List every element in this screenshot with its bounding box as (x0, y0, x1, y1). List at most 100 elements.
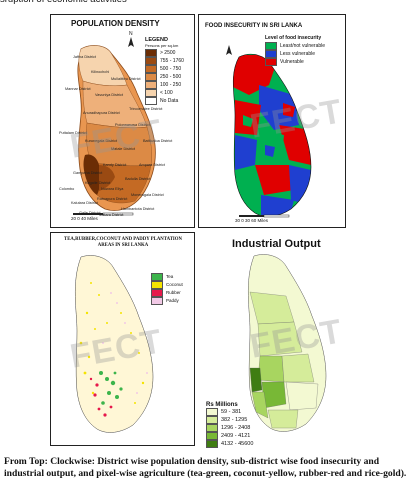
industrial-legend-swatch (206, 416, 218, 424)
plantation-coconut-dots (79, 282, 148, 404)
district-label: Hambantota District (121, 207, 155, 211)
population-legend-label: 755 - 1760 (160, 58, 184, 64)
industrial-map-svg (247, 254, 327, 432)
food-legend-label: Vulnerable (280, 59, 304, 65)
district-label: Trincomalee District (129, 107, 163, 111)
population-legend-label: > 2500 (160, 50, 176, 56)
district-label: Moneragala District (131, 193, 164, 197)
population-legend-swatch (145, 49, 157, 57)
population-legend-item: 250 - 500 (145, 73, 191, 81)
industrial-legend-item: 4132 - 45600 (206, 440, 276, 448)
industrial-legend-swatch (206, 424, 218, 432)
population-legend-item: 500 - 750 (145, 65, 191, 73)
industrial-legend: Rs Millions 59 - 381 382 - 1295 1296 - 240… (206, 402, 276, 448)
industrial-legend-title: Rs Millions (206, 402, 238, 408)
district-label: Batticaloa District (143, 139, 173, 143)
food-legend-title: Level of food insecurity (265, 35, 322, 41)
industrial-legend-label: 59 - 381 (221, 409, 242, 415)
food-legend-swatch (265, 42, 277, 50)
plantation-legend-label: Tea (166, 274, 174, 279)
population-legend-item: No Data (145, 97, 191, 105)
industrial-legend-label: 1296 - 2408 (221, 425, 251, 431)
district-label: Jaffna District (73, 55, 96, 59)
population-density-map: POPULATION DENSITY N Jaffna District Kili… (50, 14, 195, 228)
industrial-legend-label: 4132 - 45600 (221, 441, 254, 447)
population-map-title: POPULATION DENSITY (71, 19, 160, 28)
industrial-legend-swatch (206, 440, 218, 448)
industrial-map-title: Industrial Output (232, 238, 321, 250)
top-clipped-text: sruption of economic activities (0, 0, 416, 8)
population-legend-swatch (145, 89, 157, 97)
food-legend-label: Less vulnerable (280, 51, 316, 57)
plantation-legend-item: Coconut (151, 281, 193, 289)
population-map-svg: N (73, 31, 156, 216)
plantation-legend-item: Paddy (151, 297, 193, 305)
population-legend-swatch (145, 57, 157, 65)
food-legend-swatch (265, 58, 277, 66)
district-label: Mannar District (65, 87, 91, 91)
plantation-map-title: TEA,RUBBER,COCONUT AND PADDY PLANTATION … (64, 237, 182, 248)
district-label: Kilinochchi (91, 70, 110, 74)
plantation-legend: Tea Coconut Rubber Paddy (151, 273, 193, 305)
industrial-legend-item: 2409 - 4121 (206, 432, 276, 440)
industrial-legend-item: 382 - 1295 (206, 416, 276, 424)
population-legend: LEGEND Persons per sq.km > 2500 755 - 176… (145, 37, 191, 105)
food-legend: Level of food insecurity Least/not vulne… (265, 35, 343, 66)
industrial-legend-item: 1296 - 2408 (206, 424, 276, 432)
district-label: Badulla District (125, 177, 151, 181)
plantation-legend-label: Coconut (166, 282, 183, 287)
industrial-legend-label: 2409 - 4121 (221, 433, 251, 439)
population-legend-title: LEGEND (145, 37, 168, 43)
district-label: Kegalle District (85, 181, 111, 185)
population-legend-swatch (145, 97, 157, 105)
food-north-arrow-icon (226, 45, 232, 55)
plantation-legend-item: Rubber (151, 289, 193, 297)
district-label: Kurunegala District (85, 139, 118, 143)
population-legend-swatch (145, 65, 157, 73)
district-label: Matara District (99, 213, 124, 217)
industrial-legend-item: 59 - 381 (206, 408, 276, 416)
food-legend-item: Less vulnerable (265, 50, 343, 58)
svg-text:N: N (129, 31, 133, 37)
district-label: Anuradhapura District (83, 111, 120, 115)
population-legend-swatch (145, 73, 157, 81)
population-legend-item: 755 - 1760 (145, 57, 191, 65)
food-insecurity-map: FOOD INSECURITY IN SRI LANKA (198, 14, 346, 228)
population-legend-label: 100 - 250 (160, 82, 182, 88)
plantation-map: TEA,RUBBER,COCONUT AND PADDY PLANTATION … (50, 232, 195, 446)
food-scale-label: 30 0 30 60 Miles (235, 218, 269, 223)
population-legend-item: < 100 (145, 89, 191, 97)
industrial-legend-label: 382 - 1295 (221, 417, 248, 423)
plantation-legend-swatch (151, 273, 163, 281)
population-legend-label: 500 - 750 (160, 66, 182, 72)
population-legend-item: > 2500 (145, 49, 191, 57)
food-legend-item: Vulnerable (265, 58, 343, 66)
plantation-legend-item: Tea (151, 273, 193, 281)
district-label: Gampaha District (73, 171, 103, 175)
food-map-svg (226, 45, 312, 218)
food-map-title: FOOD INSECURITY IN SRI LANKA (205, 23, 303, 29)
district-label: Puttalam District (59, 131, 87, 135)
population-legend-label: No Data (160, 98, 179, 104)
district-label: Matale District (111, 147, 136, 151)
food-legend-label: Least/not vulnerable (280, 43, 326, 49)
district-label: Ratnapura District (97, 197, 128, 201)
north-arrow-icon: N (128, 31, 134, 47)
plantation-legend-swatch (151, 297, 163, 305)
plantation-island-shape (74, 255, 154, 433)
district-label: Galle District (79, 211, 101, 215)
food-scale-bar (239, 214, 290, 218)
population-legend-swatch (145, 81, 157, 89)
district-label: Nuwara Eliya (101, 187, 124, 191)
population-legend-subtitle: Persons per sq.km (145, 43, 179, 48)
population-legend-item: 100 - 250 (145, 81, 191, 89)
plantation-legend-swatch (151, 281, 163, 289)
district-label: Colombo (59, 187, 75, 191)
district-label: Kalutara District (71, 201, 98, 205)
district-label: Mullaittivu District (111, 77, 141, 81)
district-label: Ampara District (139, 163, 165, 167)
industrial-legend-swatch (206, 432, 218, 440)
population-legend-label: 250 - 500 (160, 74, 182, 80)
plantation-map-svg (74, 255, 154, 433)
figure-caption: From Top: Clockwise: District wise popul… (4, 456, 407, 479)
